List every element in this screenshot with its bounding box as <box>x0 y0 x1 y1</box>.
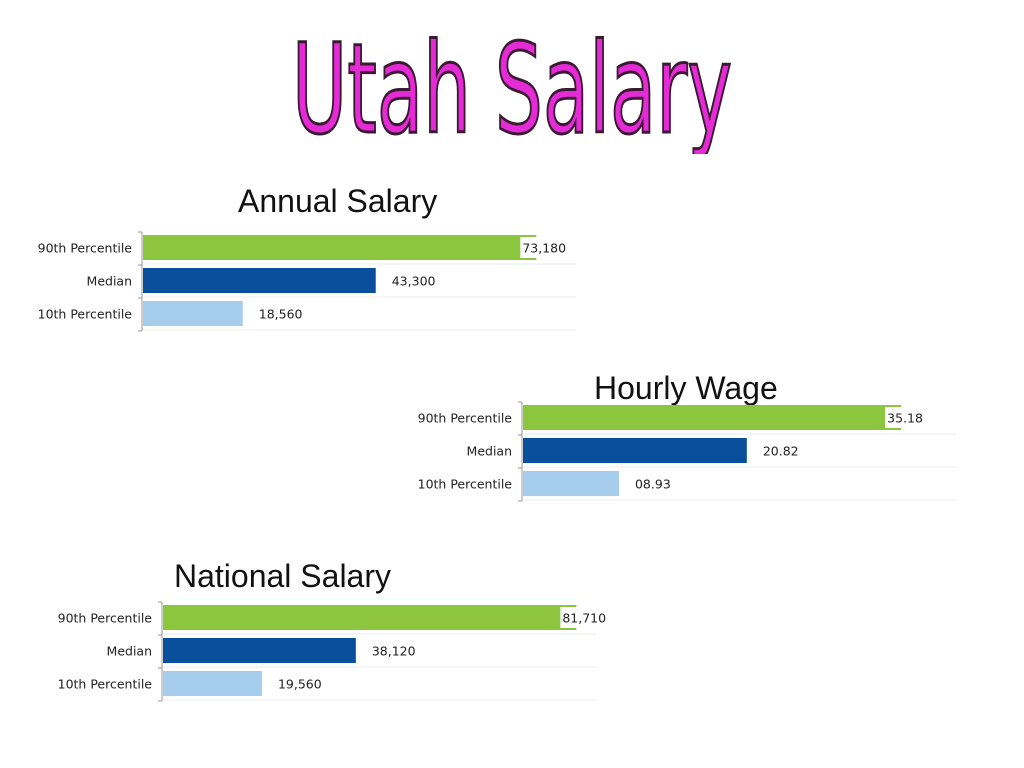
hourly-wage-chart: 90th Percentile 35.18 Median 20.82 10th Perc… <box>418 401 956 502</box>
value-label-bg <box>520 237 573 258</box>
page-title: Utah Salary <box>291 17 734 155</box>
category-label-p10: 10th Percentile <box>58 677 153 692</box>
hourly-wage-title: Hourly Wage <box>594 370 778 406</box>
bar-median <box>523 438 747 463</box>
value-label-bg <box>560 607 613 628</box>
national-salary-title: National Salary <box>174 558 391 594</box>
category-label-p90: 90th Percentile <box>418 411 513 426</box>
national-salary-chart: 90th Percentile 81,710 Median 38,120 10th Pe… <box>58 601 613 702</box>
bar-median <box>143 268 376 293</box>
bar-p10 <box>523 471 619 496</box>
value-label-p90: 73,180 <box>522 241 566 256</box>
annual-salary-title: Annual Salary <box>238 183 438 219</box>
value-label-median: 38,120 <box>372 644 416 659</box>
bar-p10 <box>143 301 243 326</box>
bar-p90 <box>143 235 537 260</box>
bar-p10 <box>163 671 262 696</box>
bar-p90 <box>523 405 902 430</box>
value-label-p90: 81,710 <box>562 611 606 626</box>
category-label-median: Median <box>467 444 512 459</box>
value-label-median: 20.82 <box>763 444 799 459</box>
category-label-p10: 10th Percentile <box>418 477 513 492</box>
value-label-bg <box>885 407 938 428</box>
page-title-text: Utah Salary <box>292 18 732 154</box>
value-label-p10: 18,560 <box>259 307 303 322</box>
category-label-p10: 10th Percentile <box>38 307 133 322</box>
value-label-p10: 19,560 <box>278 677 322 692</box>
category-label-median: Median <box>87 274 132 289</box>
value-label-p90: 35.18 <box>887 411 923 426</box>
category-label-p90: 90th Percentile <box>58 611 153 626</box>
category-label-p90: 90th Percentile <box>38 241 133 256</box>
annual-salary-chart: 90th Percentile 73,180 Median 43,300 10th Pe… <box>38 231 576 332</box>
value-label-p10: 08.93 <box>635 477 671 492</box>
value-label-median: 43,300 <box>392 274 436 289</box>
category-label-median: Median <box>107 644 152 659</box>
bar-median <box>163 638 356 663</box>
bar-p90 <box>163 605 577 630</box>
